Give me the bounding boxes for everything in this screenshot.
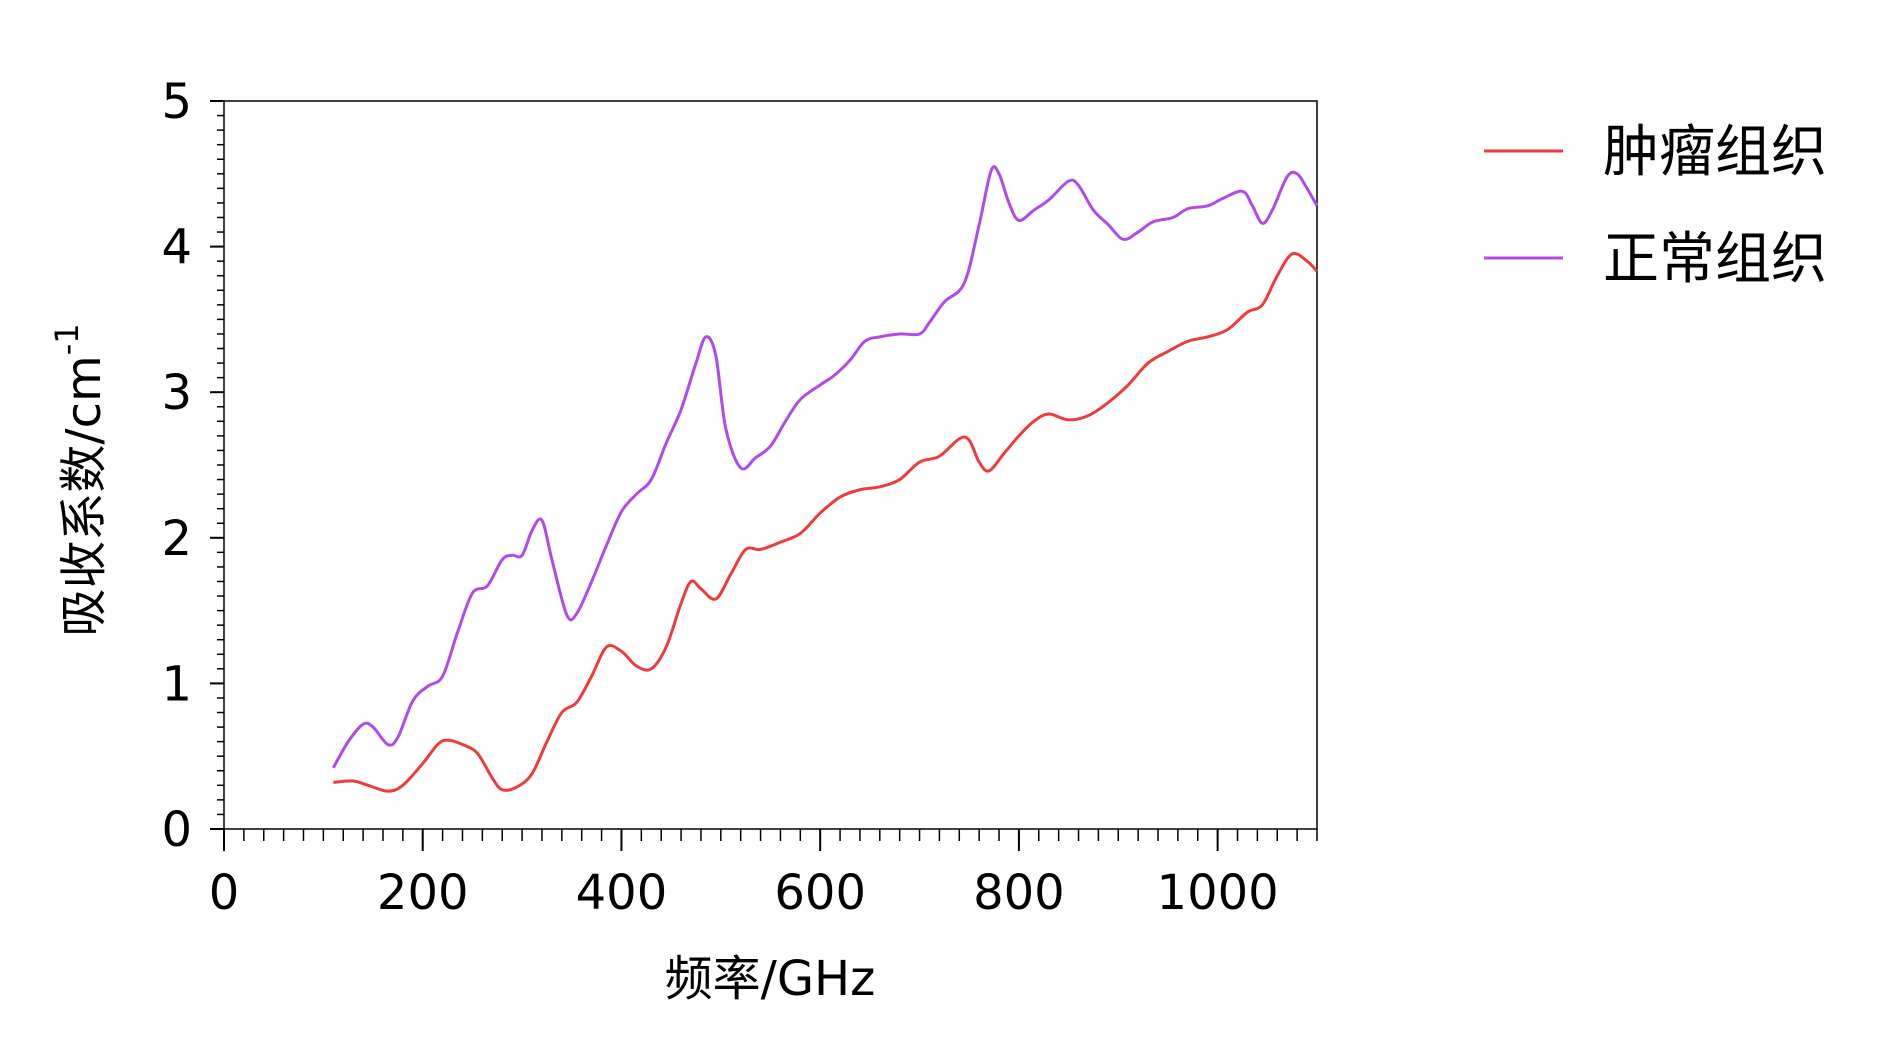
y-axis-label-main: 吸收系数/cm bbox=[56, 355, 112, 636]
data-line bbox=[333, 251, 1319, 793]
legend-label: 正常组织 bbox=[1603, 227, 1827, 292]
y-tick-label: 0 bbox=[161, 802, 192, 858]
x-tick-label: 400 bbox=[576, 865, 668, 921]
x-tick-label: 800 bbox=[973, 865, 1065, 921]
x-tick-label: 600 bbox=[774, 865, 866, 921]
y-tick-label: 3 bbox=[161, 365, 192, 421]
x-tick-label: 1000 bbox=[1157, 865, 1279, 921]
y-tick-label: 2 bbox=[161, 511, 192, 567]
y-tick-label: 4 bbox=[161, 220, 192, 276]
x-tick-label: 0 bbox=[209, 865, 240, 921]
y-axis-label: 吸收系数/cm-1 bbox=[48, 323, 112, 636]
x-tick-label: 200 bbox=[377, 865, 469, 921]
plot-frame bbox=[223, 100, 1318, 830]
legend-label: 肿瘤组织 bbox=[1603, 120, 1827, 185]
x-axis-label: 频率/GHz bbox=[665, 951, 876, 1007]
data-line bbox=[331, 165, 1319, 769]
y-tick-label: 1 bbox=[161, 656, 192, 712]
y-tick-label: 5 bbox=[161, 74, 192, 130]
y-axis-label-superscript: -1 bbox=[48, 323, 86, 355]
